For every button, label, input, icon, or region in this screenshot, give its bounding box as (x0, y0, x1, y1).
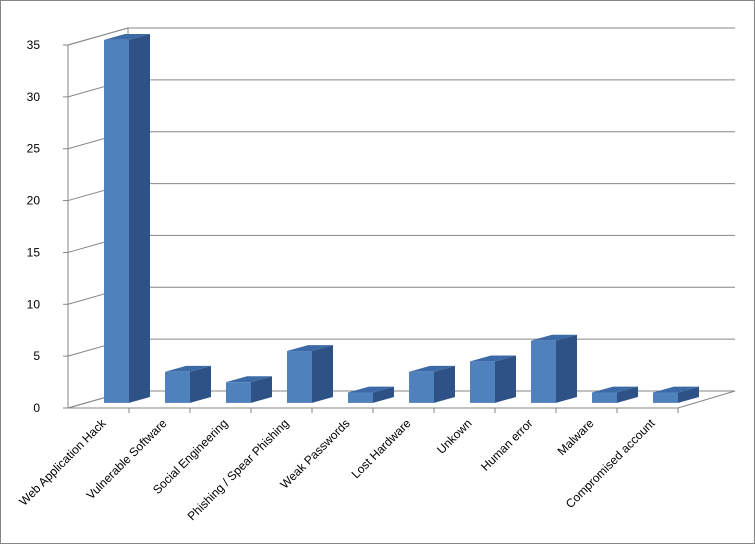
bar (592, 392, 617, 403)
bar (409, 371, 434, 403)
bar-top (653, 386, 699, 393)
bar-side (495, 355, 516, 403)
y-tick-label: 20 (27, 194, 41, 208)
bar (348, 392, 373, 403)
bar-top (165, 365, 211, 372)
bar-side (617, 386, 638, 403)
bar-top (348, 386, 394, 393)
y-tick-label: 25 (27, 142, 41, 156)
bar-top (104, 33, 150, 40)
y-tick-label: 5 (33, 349, 40, 363)
bar-side (251, 376, 272, 403)
bar (653, 392, 678, 403)
y-tick-label: 15 (27, 245, 41, 259)
bar-side (129, 33, 150, 403)
y-tick-label: 0 (33, 401, 40, 415)
bar (165, 371, 190, 403)
y-tick-label: 35 (27, 38, 41, 52)
bar (531, 340, 556, 403)
bar (287, 351, 312, 403)
y-tick-label: 30 (27, 90, 41, 104)
bar-top (531, 334, 577, 341)
bar-top (287, 345, 333, 352)
bar-top (409, 365, 455, 372)
bar-side (373, 386, 394, 403)
bar (226, 382, 251, 403)
bar-side (434, 365, 455, 403)
bar (470, 361, 495, 403)
bar-top (226, 376, 272, 383)
bar-side (190, 365, 211, 403)
bar-side (556, 334, 577, 403)
bar-top (470, 355, 516, 362)
bar (104, 39, 129, 403)
y-tick-label: 10 (27, 297, 41, 311)
bar-side (678, 386, 699, 403)
grid-line (67, 27, 735, 46)
bar-top (592, 386, 638, 393)
bar-side (312, 345, 333, 403)
